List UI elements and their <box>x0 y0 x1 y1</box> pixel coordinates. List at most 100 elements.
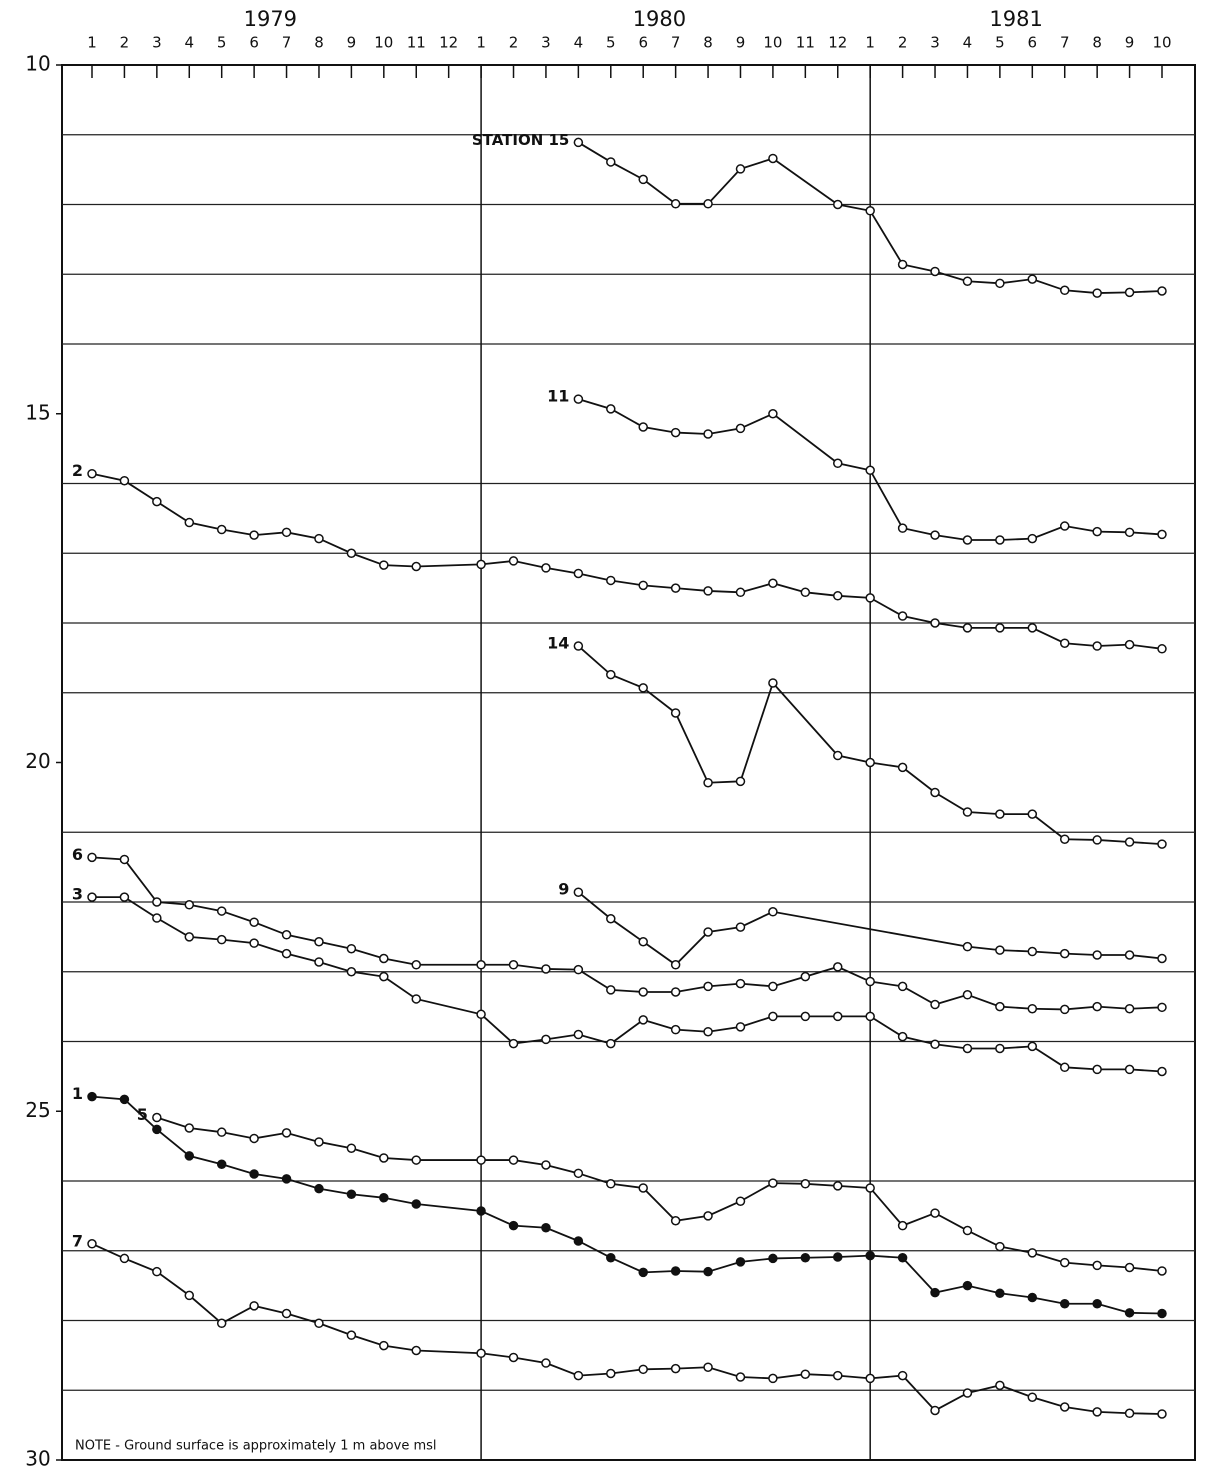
data-point <box>1028 810 1036 818</box>
data-point <box>380 973 388 981</box>
data-point <box>1061 639 1069 647</box>
data-point <box>899 260 907 268</box>
data-point <box>639 988 647 996</box>
data-point <box>542 1035 550 1043</box>
data-point <box>769 982 777 990</box>
data-point <box>574 966 582 974</box>
data-point <box>218 1319 226 1327</box>
x-tick-label: 1 <box>865 34 875 52</box>
data-point <box>769 1374 777 1382</box>
data-point <box>283 950 291 958</box>
data-point <box>996 1381 1004 1389</box>
series-label: 1 <box>72 1084 83 1103</box>
data-point <box>1093 951 1101 959</box>
x-tick-label: 7 <box>671 34 681 52</box>
data-point <box>574 1031 582 1039</box>
data-point <box>736 424 744 432</box>
data-point <box>1028 1249 1036 1257</box>
data-point <box>899 1254 907 1262</box>
data-point <box>185 1291 193 1299</box>
data-point <box>1028 1005 1036 1013</box>
data-point <box>1158 1003 1166 1011</box>
data-point <box>1028 535 1036 543</box>
data-point <box>769 154 777 162</box>
data-point <box>542 1359 550 1367</box>
data-point <box>931 788 939 796</box>
data-point <box>315 535 323 543</box>
data-point <box>1126 288 1134 296</box>
data-point <box>736 1258 744 1266</box>
data-point <box>639 1184 647 1192</box>
data-point <box>834 1182 842 1190</box>
data-point <box>607 986 615 994</box>
data-point <box>218 526 226 534</box>
x-tick-label: 12 <box>439 34 458 52</box>
data-point <box>672 1026 680 1034</box>
data-point <box>1093 1261 1101 1269</box>
data-point <box>769 679 777 687</box>
data-point <box>963 1282 971 1290</box>
data-point <box>672 1267 680 1275</box>
data-point <box>996 1289 1004 1297</box>
data-point <box>801 1180 809 1188</box>
x-tick-label: 6 <box>638 34 648 52</box>
data-point <box>510 1222 518 1230</box>
data-point <box>1158 954 1166 962</box>
data-point <box>834 1372 842 1380</box>
series-label: 3 <box>72 885 83 904</box>
data-point <box>996 810 1004 818</box>
x-tick-label: 9 <box>736 34 746 52</box>
data-point <box>88 1240 96 1248</box>
x-tick-label: 8 <box>1092 34 1102 52</box>
data-point <box>1028 948 1036 956</box>
x-tick-label: 7 <box>1060 34 1070 52</box>
data-point <box>704 928 712 936</box>
x-tick-label: 6 <box>1028 34 1038 52</box>
data-point <box>866 594 874 602</box>
data-point <box>218 1128 226 1136</box>
data-point <box>607 1180 615 1188</box>
data-point <box>477 1010 485 1018</box>
data-point <box>283 931 291 939</box>
data-point <box>963 943 971 951</box>
data-point <box>963 277 971 285</box>
data-point <box>1028 624 1036 632</box>
data-point <box>1158 1310 1166 1318</box>
x-tick-label: 4 <box>963 34 973 52</box>
data-point <box>477 961 485 969</box>
data-point <box>1158 645 1166 653</box>
data-point <box>672 200 680 208</box>
data-point <box>120 893 128 901</box>
data-point <box>574 1237 582 1245</box>
data-point <box>607 1254 615 1262</box>
data-point <box>347 1331 355 1339</box>
x-tick-label: 8 <box>703 34 713 52</box>
y-tick-label: 30 <box>25 1447 50 1469</box>
data-point <box>380 954 388 962</box>
x-tick-label: 10 <box>1152 34 1171 52</box>
x-tick-label: 11 <box>407 34 426 52</box>
data-point <box>963 1227 971 1235</box>
data-point <box>347 968 355 976</box>
data-point <box>769 410 777 418</box>
data-point <box>510 1040 518 1048</box>
data-point <box>510 1156 518 1164</box>
data-point <box>477 1207 485 1215</box>
data-point <box>412 1200 420 1208</box>
data-point <box>834 1012 842 1020</box>
data-point <box>1093 1408 1101 1416</box>
data-point <box>153 898 161 906</box>
series-line <box>92 1097 1162 1314</box>
data-point <box>88 853 96 861</box>
data-point <box>1126 838 1134 846</box>
data-point <box>1061 950 1069 958</box>
data-point <box>1158 1410 1166 1418</box>
data-point <box>704 1363 712 1371</box>
data-point <box>1061 1063 1069 1071</box>
data-point <box>380 1194 388 1202</box>
x-tick-label: 12 <box>828 34 847 52</box>
data-point <box>834 1253 842 1261</box>
data-point <box>639 938 647 946</box>
series-line <box>92 857 1162 1009</box>
year-label: 1980 <box>633 7 686 31</box>
